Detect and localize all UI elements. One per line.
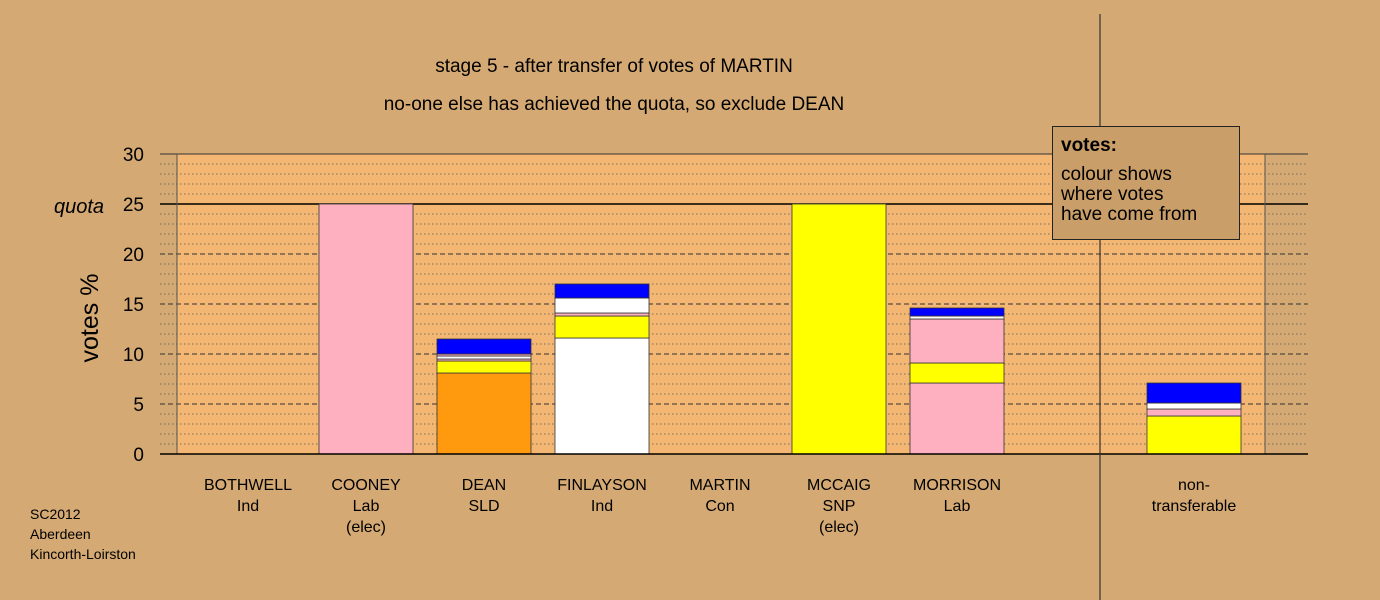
candidate-note-label: (elec) — [819, 519, 859, 536]
candidate-party-label: Lab — [353, 498, 380, 515]
nontransferable-label: transferable — [1152, 498, 1237, 515]
candidate-note-label: (elec) — [346, 519, 386, 536]
y-tick-label: 20 — [123, 245, 144, 266]
candidate-party-label: Ind — [591, 498, 613, 515]
chart-title: stage 5 - after transfer of votes of MAR… — [435, 56, 793, 77]
bar-segment-finlayson — [554, 283, 650, 299]
nontransferable-label: non- — [1178, 477, 1210, 494]
bar-segment-nontransferable — [1146, 415, 1242, 455]
chart-subtitle: no-one else has achieved the quota, so e… — [384, 94, 845, 115]
candidate-party-label: SLD — [468, 498, 499, 515]
bar-segment-nontransferable — [1146, 382, 1242, 404]
bar-segment-finlayson — [554, 312, 650, 317]
legend-line: have come from — [1061, 204, 1198, 225]
candidate-party-label: Con — [705, 498, 734, 515]
bar-segment-dean — [436, 360, 532, 374]
bar-segment-mccaig — [791, 203, 887, 455]
bar-segment-dean — [436, 355, 532, 360]
footer-line: Aberdeen — [30, 526, 91, 542]
candidate-name-label: DEAN — [462, 477, 506, 494]
y-tick-label: 5 — [133, 395, 144, 416]
candidate-name-label: MCCAIG — [807, 477, 871, 494]
bar-segment-finlayson — [554, 297, 650, 314]
candidate-party-label: Lab — [944, 498, 971, 515]
candidate-name-label: FINLAYSON — [557, 477, 647, 494]
y-tick-label: 10 — [123, 345, 144, 366]
candidate-name-label: COONEY — [331, 477, 401, 494]
candidate-party-label: SNP — [823, 498, 856, 515]
legend-box: votes: colour shows where votes have com… — [1052, 126, 1240, 240]
bar-segment-nontransferable — [1146, 402, 1242, 410]
bar-segment-morrison — [909, 382, 1005, 455]
candidate-name-label: MARTIN — [689, 477, 750, 494]
bar-segment-nontransferable — [1146, 408, 1242, 417]
y-tick-label: 30 — [123, 145, 144, 166]
y-tick-label: 0 — [133, 445, 144, 466]
y-axis-label: votes % — [76, 274, 104, 363]
candidate-name-label: BOTHWELL — [204, 477, 292, 494]
bar-segment-morrison — [909, 362, 1005, 384]
quota-label: quota — [54, 196, 104, 218]
y-tick-label: 15 — [123, 295, 144, 316]
bar-segment-morrison — [909, 307, 1005, 317]
bar-segment-dean — [436, 372, 532, 455]
bar-segment-morrison — [909, 318, 1005, 364]
bar-segment-finlayson — [554, 315, 650, 339]
y-tick-label: 25 — [123, 195, 144, 216]
footer-note: SC2012 Aberdeen Kincorth-Loirston — [30, 504, 136, 564]
legend-line: colour shows — [1061, 164, 1172, 185]
bar-segment-cooney — [318, 203, 414, 455]
footer-line: SC2012 — [30, 506, 81, 522]
candidate-party-label: Ind — [237, 498, 259, 515]
bar-segment-finlayson — [554, 337, 650, 455]
legend-title: votes: — [1061, 135, 1117, 156]
legend-line: where votes — [1061, 184, 1164, 205]
bar-segment-dean — [436, 338, 532, 355]
candidate-name-label: MORRISON — [913, 477, 1001, 494]
bar-segment-morrison — [909, 315, 1005, 320]
footer-line: Kincorth-Loirston — [30, 546, 136, 562]
